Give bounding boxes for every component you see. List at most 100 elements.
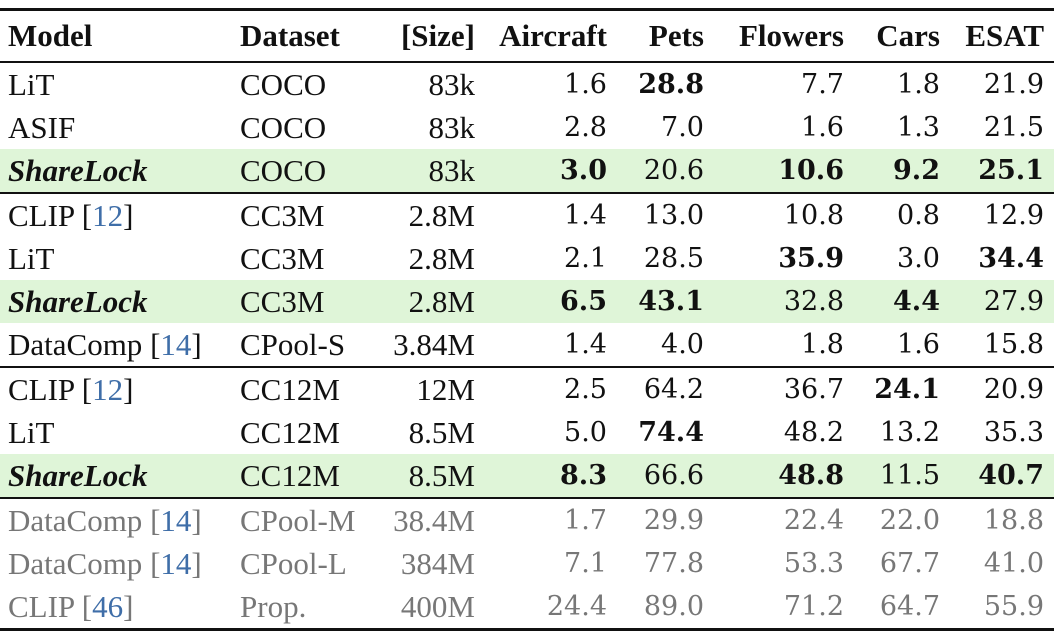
cell-cars: 4.4	[854, 280, 950, 323]
table-row: CLIP [12] CC3M 2.8M 1.4 13.0 10.8 0.8 12.9	[0, 192, 1054, 237]
table-row: ShareLock COCO 83k 3.0 20.6 10.6 9.2 25.1	[0, 149, 1054, 193]
cell-pets: 64.2	[617, 366, 714, 411]
cell-esat: 40.7	[950, 454, 1054, 498]
cell-aircraft: 1.6	[564, 69, 607, 100]
cell-flowers: 48.8	[714, 454, 854, 498]
cell-dataset: CPool-L	[240, 546, 347, 581]
cell-model: DataComp [14]	[8, 327, 202, 362]
cell-flowers: 53.3	[783, 548, 844, 579]
cell-size: 12M	[382, 366, 485, 411]
cell-cars: 1.3	[897, 112, 940, 143]
cell-cars: 24.1	[854, 366, 950, 411]
model-name: CLIP	[8, 589, 75, 624]
cell-size: 400M	[382, 585, 485, 631]
cell-esat: 34.4	[978, 243, 1044, 274]
cell-cars: 3.0	[897, 243, 940, 274]
cell-esat: 41.0	[983, 548, 1044, 579]
cell-size: 2.8M	[382, 280, 485, 323]
model-name: ASIF	[8, 110, 76, 145]
model-name: DataComp	[8, 503, 143, 538]
cell-esat: 15.8	[983, 329, 1044, 360]
cell-aircraft: 1.4	[564, 329, 607, 360]
cell-size: 83k	[428, 110, 476, 145]
cell-aircraft: 3.0	[485, 149, 617, 193]
cell-cars: 64.7	[854, 585, 950, 631]
citation-link[interactable]: 14	[160, 503, 192, 538]
cell-dataset: CC12M	[232, 454, 382, 498]
table-row: DataComp [14] CPool-S 3.84M 1.4 4.0 1.8 1.6 15.…	[0, 323, 1054, 367]
table-row: DataComp [14] CPool-M 38.4M 1.7 29.9 22.4 22.0…	[0, 497, 1054, 542]
cell-dataset: CPool-S	[240, 327, 346, 362]
table-header: Model Dataset [Size] Aircraft Pets Flowe…	[0, 8, 1054, 63]
cell-flowers: 1.8	[801, 329, 844, 360]
citation-link[interactable]: 12	[92, 198, 124, 233]
cell-size: 3.84M	[393, 327, 475, 362]
cell-size: 83k	[428, 67, 476, 102]
cell-cars: 1.8	[897, 69, 940, 100]
header-flowers: Flowers	[714, 8, 854, 63]
cell-flowers: 1.6	[801, 112, 844, 143]
cell-pets: 13.0	[617, 192, 714, 237]
cell-dataset: COCO	[240, 110, 327, 145]
cell-dataset: CC3M	[240, 241, 325, 276]
cell-esat: 18.8	[950, 497, 1054, 542]
cell-flowers: 32.8	[714, 280, 854, 323]
table-row: CLIP [12] CC12M 12M 2.5 64.2 36.7 24.1 20.9	[0, 366, 1054, 411]
table-row: ShareLock CC3M 2.8M 6.5 43.1 32.8 4.4 27.9	[0, 280, 1054, 323]
model-name: ShareLock	[8, 153, 148, 188]
cell-aircraft: 2.8	[564, 112, 607, 143]
cell-flowers: 71.2	[714, 585, 854, 631]
cell-model: LiT	[0, 411, 232, 454]
header-row: Model Dataset [Size] Aircraft Pets Flowe…	[0, 8, 1054, 63]
cell-flowers: 7.7	[801, 69, 844, 100]
cell-size: 2.8M	[408, 241, 475, 276]
cell-aircraft: 24.4	[485, 585, 617, 631]
cell-flowers: 22.4	[714, 497, 854, 542]
table-row: ShareLock CC12M 8.5M 8.3 66.6 48.8 11.5 40.7	[0, 454, 1054, 498]
cell-aircraft: 5.0	[564, 417, 607, 448]
citation-link[interactable]: 14	[160, 327, 192, 362]
model-name: DataComp	[8, 327, 143, 362]
cell-dataset: CC12M	[240, 415, 340, 450]
cell-aircraft: 1.7	[485, 497, 617, 542]
cell-cars: 13.2	[879, 417, 940, 448]
cell-pets: 7.0	[661, 112, 704, 143]
cell-flowers: 48.2	[783, 417, 844, 448]
cell-dataset: COCO	[240, 67, 327, 102]
cell-model: ShareLock	[0, 280, 232, 323]
cell-esat: 12.9	[950, 192, 1054, 237]
model-name: DataComp	[8, 546, 143, 581]
header-cars: Cars	[854, 8, 950, 63]
cell-model: ShareLock	[0, 454, 232, 498]
citation-link[interactable]: 12	[92, 372, 124, 407]
citation-link[interactable]: 14	[160, 546, 192, 581]
header-size: [Size]	[382, 8, 485, 63]
cell-flowers: 35.9	[778, 243, 844, 274]
model-name: ShareLock	[8, 458, 148, 493]
cell-cars: 22.0	[854, 497, 950, 542]
cell-esat: 21.5	[983, 112, 1044, 143]
cell-size: 83k	[382, 149, 485, 193]
cell-model: LiT	[0, 62, 232, 106]
table-row: LiT COCO 83k 1.6 28.8 7.7 1.8 21.9	[0, 62, 1054, 106]
table-body: LiT COCO 83k 1.6 28.8 7.7 1.8 21.9 ASIF COCO 83k 2.…	[0, 62, 1054, 631]
cell-aircraft: 6.5	[485, 280, 617, 323]
cell-esat: 25.1	[950, 149, 1054, 193]
cell-pets: 20.6	[617, 149, 714, 193]
cell-dataset: CC3M	[232, 192, 382, 237]
cell-pets: 43.1	[617, 280, 714, 323]
cell-model: LiT	[0, 237, 232, 280]
cell-dataset: CC12M	[232, 366, 382, 411]
cell-dataset: COCO	[232, 149, 382, 193]
cell-esat: 35.3	[983, 417, 1044, 448]
cell-aircraft: 2.1	[564, 243, 607, 274]
cell-model: DataComp [14]	[0, 497, 232, 542]
cell-esat: 55.9	[950, 585, 1054, 631]
cell-cars: 11.5	[854, 454, 950, 498]
cell-cars: 67.7	[879, 548, 940, 579]
cell-cars: 1.6	[897, 329, 940, 360]
model-name: CLIP	[8, 372, 75, 407]
citation-link[interactable]: 46	[92, 589, 124, 624]
cell-model: ShareLock	[0, 149, 232, 193]
cell-size: 38.4M	[382, 497, 485, 542]
